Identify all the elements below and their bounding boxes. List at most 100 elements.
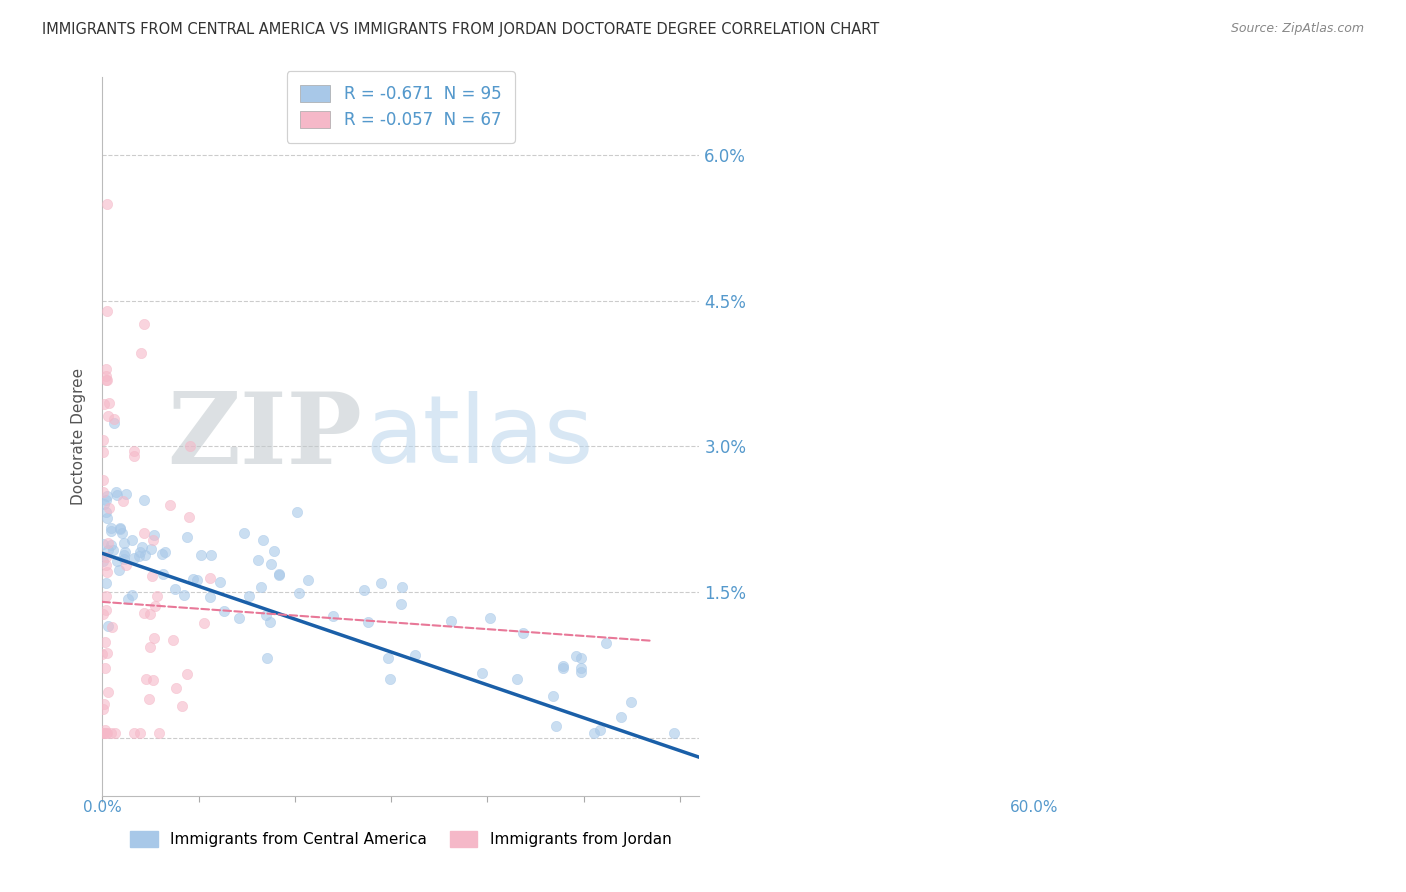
- Point: [103, 543, 125, 558]
- Point: [353, 582, 375, 597]
- Point: [357, 615, 380, 630]
- Point: [145, 599, 167, 614]
- Point: [544, 719, 567, 733]
- Point: [96, 576, 118, 591]
- Point: [620, 695, 643, 709]
- Point: [404, 648, 426, 662]
- Point: [176, 530, 198, 544]
- Point: [97, 543, 120, 558]
- Point: [209, 574, 232, 589]
- Point: [589, 723, 612, 737]
- Point: [247, 552, 270, 566]
- Text: atlas: atlas: [366, 391, 593, 483]
- Point: [297, 573, 319, 587]
- Point: [112, 536, 135, 550]
- Point: [134, 317, 156, 331]
- Point: [91, 485, 114, 500]
- Point: [186, 573, 208, 587]
- Point: [96, 566, 118, 580]
- Point: [108, 522, 131, 536]
- Point: [322, 609, 344, 624]
- Point: [128, 726, 150, 740]
- Point: [135, 673, 157, 687]
- Point: [471, 665, 494, 680]
- Point: [150, 547, 173, 561]
- Point: [138, 691, 160, 706]
- Point: [108, 562, 131, 576]
- Point: [103, 412, 125, 426]
- Point: [97, 685, 120, 699]
- Point: [569, 650, 592, 665]
- Point: [105, 488, 128, 502]
- Point: [91, 554, 114, 568]
- Point: [91, 607, 114, 622]
- Point: [142, 533, 165, 548]
- Point: [104, 484, 127, 499]
- Point: [378, 672, 401, 686]
- Point: [249, 580, 271, 594]
- Point: [142, 631, 165, 645]
- Point: [267, 567, 290, 582]
- Point: [267, 567, 290, 582]
- Point: [143, 528, 166, 542]
- Point: [595, 636, 617, 650]
- Point: [478, 611, 501, 625]
- Point: [98, 396, 121, 410]
- Point: [551, 661, 574, 675]
- Point: [198, 590, 221, 604]
- Point: [254, 607, 277, 622]
- Point: [94, 661, 117, 675]
- Point: [583, 726, 606, 740]
- Point: [159, 498, 181, 512]
- Point: [165, 681, 187, 695]
- Point: [259, 557, 281, 571]
- Point: [162, 632, 184, 647]
- Point: [91, 433, 114, 447]
- Point: [200, 548, 222, 562]
- Point: [122, 449, 145, 463]
- Point: [565, 648, 588, 663]
- Point: [389, 597, 412, 611]
- Point: [108, 521, 131, 535]
- Point: [193, 616, 215, 631]
- Point: [148, 726, 170, 740]
- Point: [115, 558, 138, 573]
- Point: [664, 726, 686, 740]
- Point: [122, 551, 145, 566]
- Text: Source: ZipAtlas.com: Source: ZipAtlas.com: [1230, 22, 1364, 36]
- Text: ZIP: ZIP: [167, 388, 361, 485]
- Point: [139, 640, 162, 654]
- Point: [440, 614, 463, 628]
- Point: [114, 545, 136, 559]
- Point: [238, 589, 260, 603]
- Point: [252, 533, 274, 548]
- Point: [512, 625, 534, 640]
- Point: [176, 666, 198, 681]
- Point: [94, 726, 117, 740]
- Point: [115, 487, 138, 501]
- Point: [506, 672, 529, 686]
- Point: [287, 586, 309, 600]
- Point: [121, 588, 143, 602]
- Point: [96, 373, 118, 387]
- Point: [132, 493, 155, 508]
- Point: [91, 702, 114, 716]
- Point: [96, 304, 118, 318]
- Point: [263, 543, 285, 558]
- Point: [97, 409, 120, 423]
- Point: [93, 473, 115, 487]
- Point: [200, 571, 222, 585]
- Point: [94, 589, 117, 603]
- Point: [128, 545, 150, 559]
- Point: [96, 511, 118, 525]
- Point: [131, 541, 153, 555]
- Point: [285, 505, 308, 519]
- Point: [94, 361, 117, 376]
- Point: [100, 521, 122, 535]
- Point: [94, 603, 117, 617]
- Point: [259, 615, 281, 629]
- Point: [96, 549, 118, 564]
- Point: [134, 526, 156, 541]
- Point: [117, 592, 139, 607]
- Point: [152, 566, 174, 581]
